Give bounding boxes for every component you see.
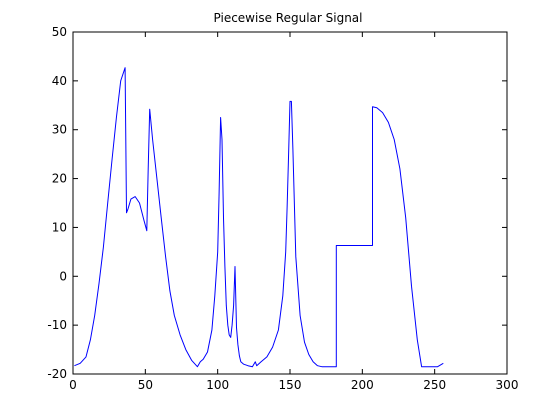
chart-title: Piecewise Regular Signal: [214, 11, 363, 25]
x-tick-label: 250: [423, 378, 446, 392]
y-tick-label: 50: [52, 25, 67, 39]
x-tick-label: 200: [351, 378, 374, 392]
y-tick-label: -10: [47, 318, 67, 332]
y-axis: -20 -10 0 10 20 30 40 50: [47, 25, 507, 381]
y-tick-label: 30: [52, 123, 67, 137]
y-tick-label: 0: [59, 269, 67, 283]
x-tick-label: 0: [69, 378, 77, 392]
y-tick-label: -20: [47, 367, 67, 381]
x-tick-label: 100: [206, 378, 229, 392]
x-tick-label: 300: [496, 378, 519, 392]
x-tick-label: 150: [279, 378, 302, 392]
plot-area: [72, 31, 508, 375]
signal-line: [74, 67, 444, 368]
x-axis: 0 50 100 150 200 250 300: [69, 32, 518, 392]
x-tick-label: 50: [138, 378, 153, 392]
y-tick-label: 40: [52, 74, 67, 88]
y-tick-label: 20: [52, 172, 67, 186]
y-tick-label: 10: [52, 220, 67, 234]
